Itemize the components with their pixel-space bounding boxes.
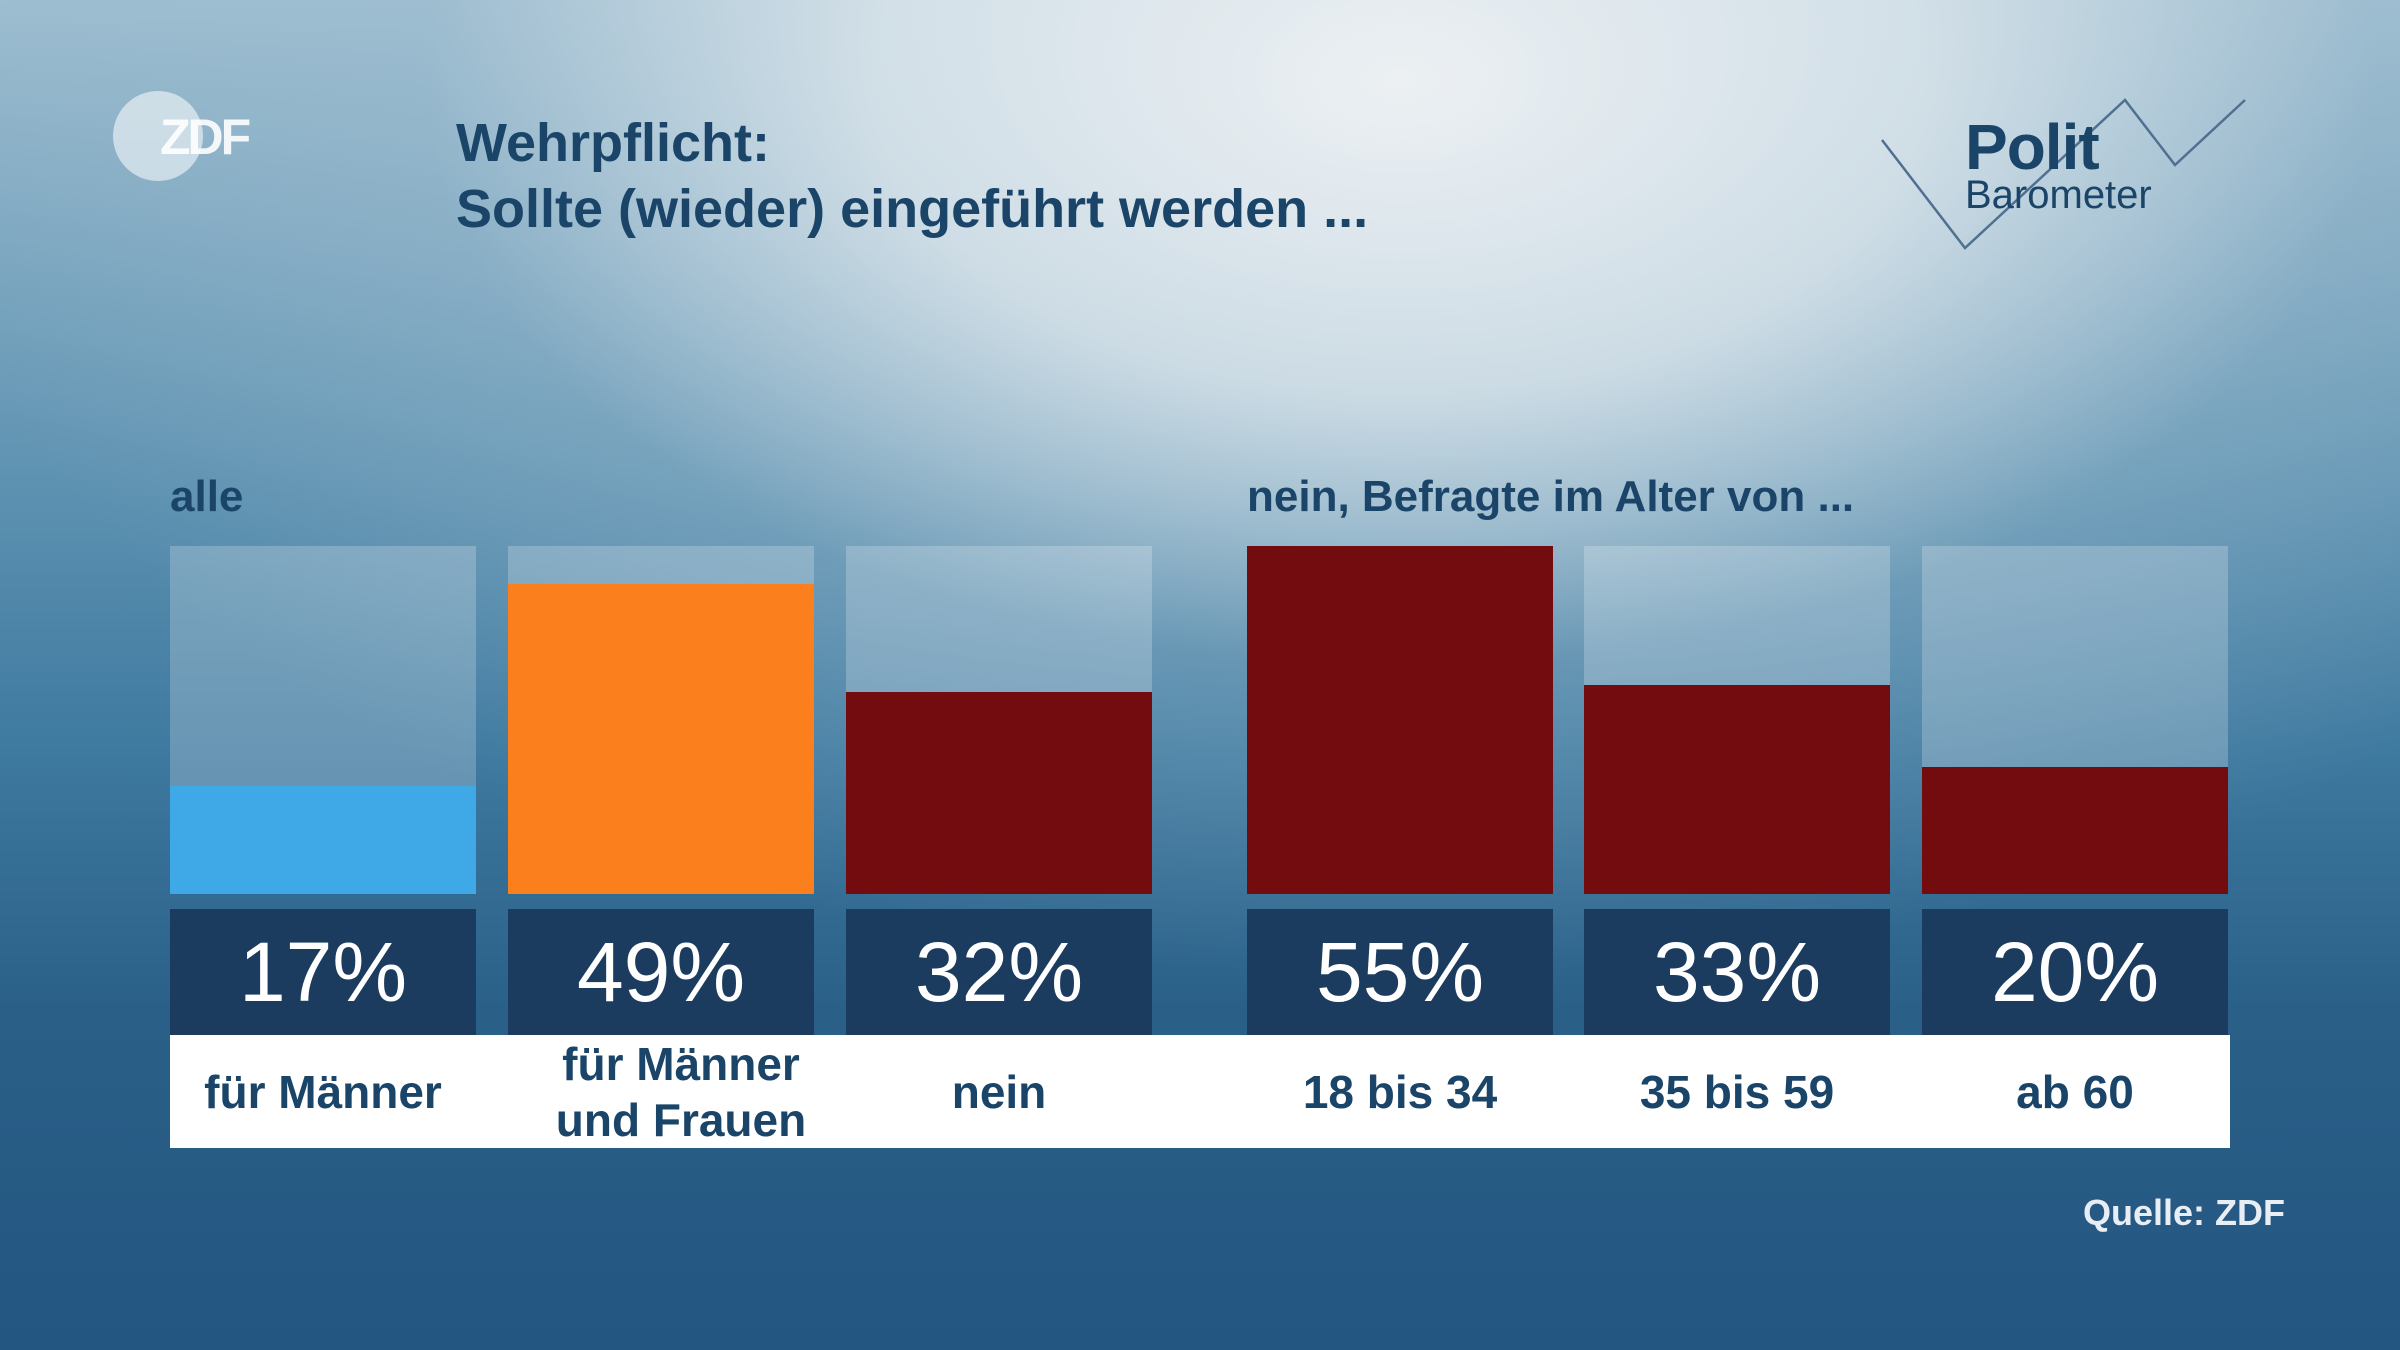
title-line-2: Sollte (wieder) eingeführt werden ...	[456, 179, 1369, 239]
value-label: 20%	[1922, 909, 2228, 1035]
bar	[846, 691, 1152, 894]
label-band	[170, 1035, 2230, 1148]
value-label: 32%	[846, 909, 1152, 1035]
zigzag-icon	[1881, 98, 2246, 250]
bar-column: 17% für Männer	[170, 546, 476, 1118]
bar-column: 33% 35 bis 59	[1584, 546, 1890, 1118]
bar-track	[1922, 546, 2228, 894]
bar-track	[1247, 546, 1553, 894]
value-label: 17%	[170, 909, 476, 1035]
bar	[1584, 685, 1890, 894]
category-label: für Männer	[204, 1065, 442, 1118]
bar-column: 20% ab 60	[1922, 546, 2228, 1118]
bar	[508, 583, 814, 894]
category-label: nein	[951, 1065, 1047, 1118]
zdf-logo-text: ZDF	[160, 109, 251, 165]
bar	[1922, 767, 2228, 894]
value-label: 55%	[1247, 909, 1553, 1035]
bar-track	[846, 546, 1152, 894]
chart-title: Wehrpflicht: Sollte (wieder) eingeführt …	[456, 110, 1368, 242]
brand-barometer: Barometer	[1965, 173, 2152, 217]
title-line-1: Wehrpflicht:	[456, 113, 770, 173]
bar	[1247, 546, 1553, 894]
brand-polit: Polit	[1965, 111, 2100, 183]
category-label: 18 bis 34	[1302, 1065, 1498, 1118]
bar-track	[1584, 546, 1890, 894]
bar-column: 49% für Männer und Frauen	[508, 546, 814, 1146]
source-note: Quelle: ZDF	[2082, 1192, 2285, 1233]
politbarometer-logo: Polit Barometer	[1880, 95, 2250, 255]
category-label: 35 bis 59	[1639, 1065, 1835, 1118]
bar-track	[170, 546, 476, 894]
category-label: für Männer und Frauen	[555, 1037, 807, 1146]
bar-column: 55% 18 bis 34	[1247, 546, 1553, 1118]
group-label-age: nein, Befragte im Alter von ...	[1247, 472, 1855, 521]
value-label: 49%	[508, 909, 814, 1035]
zdf-logo	[113, 91, 203, 181]
bar-track	[508, 546, 814, 894]
bar-column: 32% nein	[846, 546, 1152, 1118]
group-label-all: alle	[170, 472, 244, 521]
value-label: 33%	[1584, 909, 1890, 1035]
bar	[170, 786, 476, 894]
category-label: ab 60	[2016, 1065, 2134, 1118]
